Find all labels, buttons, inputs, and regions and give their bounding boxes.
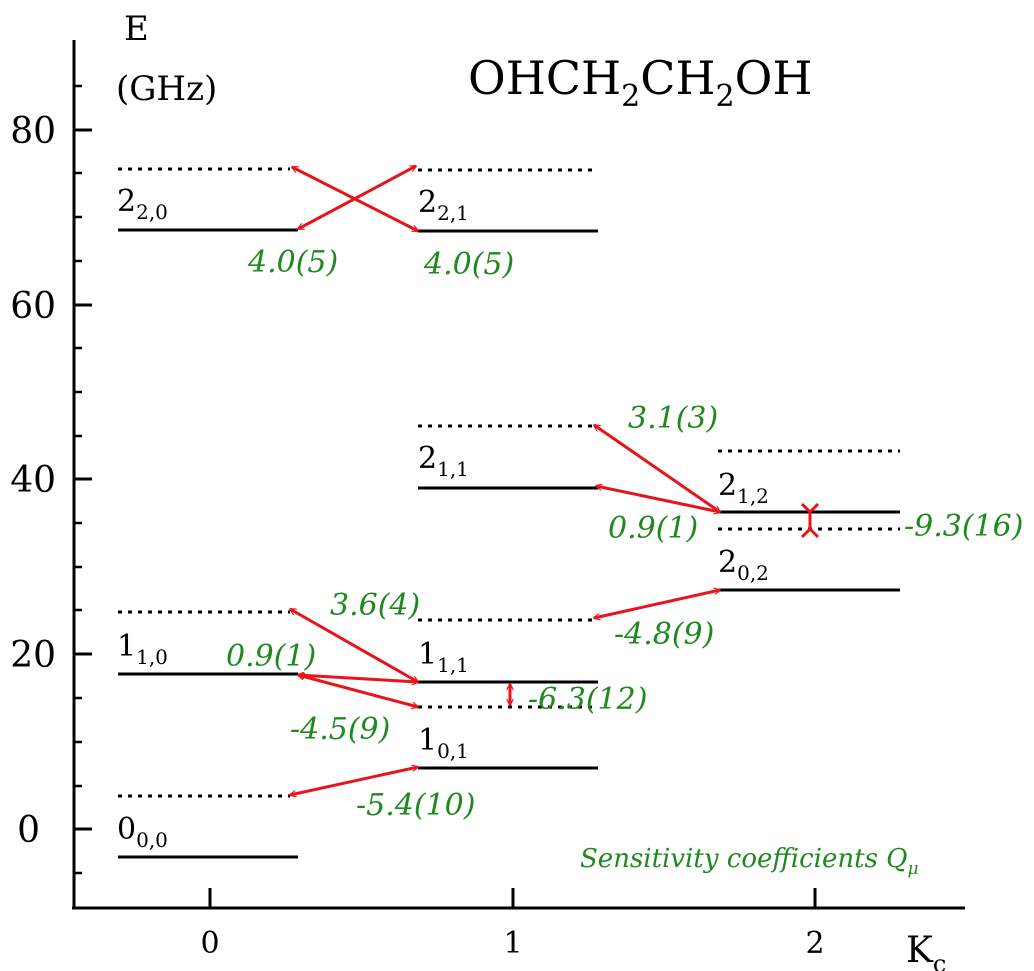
- coefficient-label: -4.5(9): [290, 712, 390, 747]
- transition-arrow: [594, 590, 720, 618]
- level-label: 22,1: [418, 185, 469, 225]
- x-tick-label: 2: [805, 926, 824, 961]
- level-label: 22,0: [117, 184, 168, 224]
- level-label: 20,2: [718, 545, 769, 585]
- coefficient-label: 0.9(1): [226, 639, 316, 674]
- coefficient-label: -6.3(12): [528, 682, 647, 717]
- y-tick-labels: 80 60 40 20 0: [10, 111, 56, 851]
- x-ticks: [210, 888, 815, 908]
- y-tick-label: 0: [17, 810, 40, 851]
- coefficient-label: 4.0(5): [247, 245, 338, 280]
- coefficient-label: -4.8(9): [614, 617, 714, 652]
- level-label: 11,1: [418, 637, 469, 677]
- sensitivity-coefficients: 4.0(5) 4.0(5) 3.1(3) 0.9(1) -9.3(16) -4.…: [226, 245, 1023, 823]
- y-tick-label: 40: [10, 460, 56, 501]
- coefficient-label: 3.6(4): [330, 588, 420, 623]
- x-tick-labels: 0 1 2: [200, 926, 824, 961]
- y-major-ticks: [74, 130, 92, 829]
- level-label: 00,0: [117, 812, 168, 852]
- level-label: 21,2: [718, 468, 769, 508]
- coefficient-label: 4.0(5): [423, 247, 514, 282]
- coefficient-label: -9.3(16): [904, 509, 1023, 544]
- x-tick-label: 1: [503, 926, 522, 961]
- transition-arrow-head: [802, 529, 818, 537]
- y-tick-label: 20: [10, 635, 56, 676]
- level-label: 21,1: [418, 441, 469, 481]
- y-tick-label: 80: [10, 111, 56, 152]
- molecule-title: OHCH2CH2OH: [468, 51, 812, 114]
- y-axis-label-e: E: [124, 9, 149, 49]
- energy-levels: [118, 230, 900, 857]
- level-label: 11,0: [117, 629, 168, 669]
- y-axis-label-unit: (GHz): [116, 69, 217, 109]
- x-axis-label: Kc: [906, 930, 946, 971]
- coefficient-label: 3.1(3): [628, 401, 718, 436]
- x-tick-label: 0: [200, 926, 219, 961]
- coefficient-label: -5.4(10): [356, 788, 475, 823]
- y-tick-label: 60: [10, 286, 56, 327]
- level-label: 10,1: [418, 723, 469, 763]
- sensitivity-note: Sensitivity coefficients Qμ: [580, 844, 919, 879]
- coefficient-label: 0.9(1): [608, 511, 698, 546]
